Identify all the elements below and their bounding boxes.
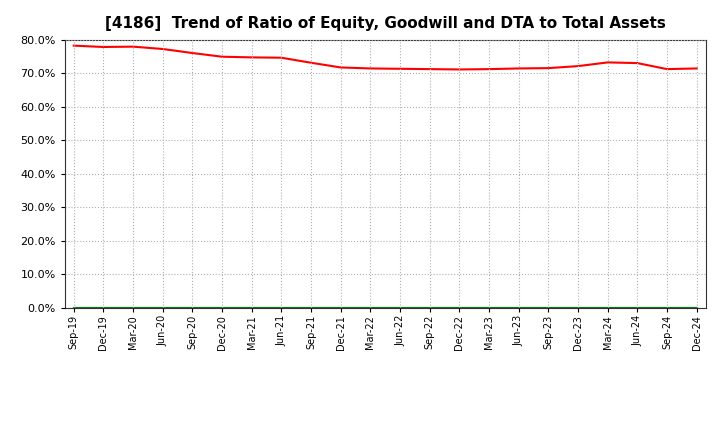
Goodwill	[603, 305, 612, 311]
Goodwill	[277, 305, 286, 311]
Deferred Tax Assets	[307, 305, 315, 311]
Deferred Tax Assets	[662, 305, 671, 311]
Goodwill	[633, 305, 642, 311]
Goodwill	[336, 305, 345, 311]
Deferred Tax Assets	[217, 305, 226, 311]
Deferred Tax Assets	[514, 305, 523, 311]
Goodwill	[574, 305, 582, 311]
Deferred Tax Assets	[366, 305, 374, 311]
Deferred Tax Assets	[603, 305, 612, 311]
Equity	[99, 44, 108, 50]
Goodwill	[426, 305, 434, 311]
Deferred Tax Assets	[396, 305, 405, 311]
Deferred Tax Assets	[426, 305, 434, 311]
Deferred Tax Assets	[248, 305, 256, 311]
Equity	[544, 66, 553, 71]
Equity	[603, 60, 612, 65]
Goodwill	[396, 305, 405, 311]
Equity	[158, 46, 167, 51]
Equity	[366, 66, 374, 71]
Deferred Tax Assets	[69, 305, 78, 311]
Deferred Tax Assets	[455, 305, 464, 311]
Equity	[188, 50, 197, 55]
Goodwill	[158, 305, 167, 311]
Equity	[277, 55, 286, 60]
Equity	[455, 67, 464, 72]
Line: Equity: Equity	[73, 46, 697, 70]
Equity	[217, 54, 226, 59]
Deferred Tax Assets	[277, 305, 286, 311]
Goodwill	[544, 305, 553, 311]
Equity	[336, 65, 345, 70]
Goodwill	[129, 305, 138, 311]
Deferred Tax Assets	[574, 305, 582, 311]
Equity	[485, 66, 493, 72]
Deferred Tax Assets	[158, 305, 167, 311]
Equity	[693, 66, 701, 71]
Equity	[129, 44, 138, 49]
Equity	[307, 60, 315, 66]
Deferred Tax Assets	[336, 305, 345, 311]
Goodwill	[366, 305, 374, 311]
Deferred Tax Assets	[544, 305, 553, 311]
Goodwill	[248, 305, 256, 311]
Goodwill	[455, 305, 464, 311]
Goodwill	[307, 305, 315, 311]
Deferred Tax Assets	[693, 305, 701, 311]
Goodwill	[69, 305, 78, 311]
Goodwill	[693, 305, 701, 311]
Goodwill	[485, 305, 493, 311]
Equity	[574, 63, 582, 69]
Goodwill	[217, 305, 226, 311]
Deferred Tax Assets	[188, 305, 197, 311]
Goodwill	[662, 305, 671, 311]
Goodwill	[514, 305, 523, 311]
Deferred Tax Assets	[129, 305, 138, 311]
Equity	[426, 66, 434, 72]
Equity	[69, 43, 78, 48]
Goodwill	[188, 305, 197, 311]
Title: [4186]  Trend of Ratio of Equity, Goodwill and DTA to Total Assets: [4186] Trend of Ratio of Equity, Goodwil…	[105, 16, 665, 32]
Equity	[633, 60, 642, 66]
Deferred Tax Assets	[99, 305, 108, 311]
Deferred Tax Assets	[485, 305, 493, 311]
Goodwill	[99, 305, 108, 311]
Deferred Tax Assets	[633, 305, 642, 311]
Equity	[662, 66, 671, 72]
Equity	[514, 66, 523, 71]
Equity	[248, 55, 256, 60]
Equity	[396, 66, 405, 71]
